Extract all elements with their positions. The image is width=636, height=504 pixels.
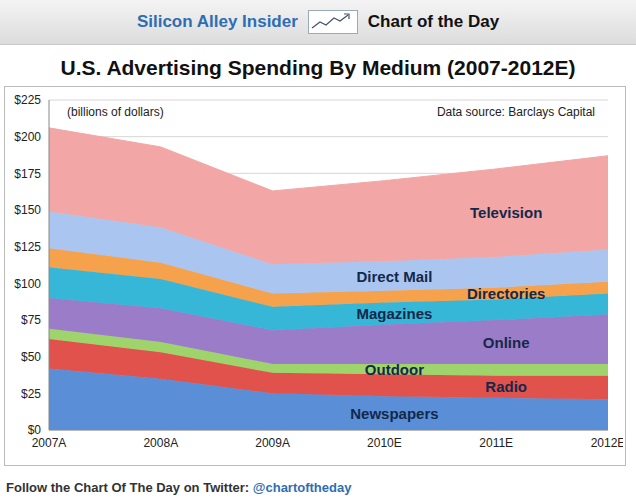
svg-text:2011E: 2011E: [479, 436, 513, 450]
svg-text:$50: $50: [21, 350, 41, 364]
svg-text:$125: $125: [14, 240, 41, 254]
svg-text:$0: $0: [28, 423, 42, 437]
svg-text:Online: Online: [483, 334, 530, 351]
svg-text:$175: $175: [14, 167, 41, 181]
svg-text:Outdoor: Outdoor: [365, 361, 424, 378]
svg-text:$200: $200: [14, 130, 41, 144]
svg-text:2012E: 2012E: [591, 436, 623, 450]
svg-text:2007A: 2007A: [32, 436, 67, 450]
svg-text:$225: $225: [14, 93, 41, 107]
svg-text:$150: $150: [14, 203, 41, 217]
svg-text:2008A: 2008A: [143, 436, 178, 450]
html-text:U.S. Advertising Spending By M: U.S. Advertising Spending By Medium (200…: [60, 56, 576, 79]
svg-text:$25: $25: [21, 387, 41, 401]
html-text:Data source: Barclays Capital: Data source: Barclays Capital: [436, 105, 595, 119]
svg-text:$75: $75: [21, 313, 41, 327]
svg-text:Television: Television: [470, 204, 542, 221]
html-text:Follow the Chart Of The Day on: Follow the Chart Of The Day on Twitter: …: [6, 480, 352, 495]
svg-text:$100: $100: [14, 277, 41, 291]
svg-text:2009A: 2009A: [255, 436, 290, 450]
svg-text:Direct Mail: Direct Mail: [356, 268, 432, 285]
html-text:(billions of dollars): (billions of dollars): [67, 105, 164, 119]
svg-text:2010E: 2010E: [367, 436, 402, 450]
html-text:Silicon Alley Insider: Silicon Alley Insider: [136, 12, 298, 31]
svg-text:Magazines: Magazines: [356, 305, 432, 322]
svg-text:Directories: Directories: [467, 285, 545, 302]
html-text:Chart of the Day: Chart of the Day: [367, 12, 500, 31]
svg-text:Radio: Radio: [485, 378, 527, 395]
svg-text:Newspapers: Newspapers: [350, 405, 438, 422]
